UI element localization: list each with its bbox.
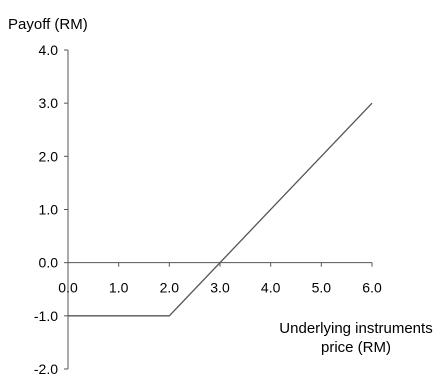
y-axis-ticks: 4.0 3.0 2.0 1.0 0.0 -1.0 -2.0 (34, 42, 68, 374)
y-tick-label: 4.0 (39, 42, 59, 58)
y-axis-label: Payoff (RM) (8, 16, 88, 33)
series-group (68, 102, 373, 317)
y-tick-label: 3.0 (39, 95, 59, 111)
x-axis-label-line-2: price (RM) (321, 339, 391, 356)
payoff-line (68, 102, 373, 317)
x-tick-label: 6.0 (362, 280, 382, 296)
x-tick-label: 3.0 (210, 280, 230, 296)
x-tick-label: 4.0 (261, 280, 281, 296)
y-tick-label: 1.0 (39, 202, 59, 218)
x-tick-label: 1.0 (109, 280, 129, 296)
x-tick-label: 5.0 (312, 280, 332, 296)
x-axis-label-line-1: Underlying instruments (279, 320, 432, 337)
y-tick-label: -2.0 (34, 361, 58, 374)
x-tick-label: 2.0 (160, 280, 180, 296)
y-tick-label: -1.0 (34, 308, 58, 324)
x-tick-label: 0.0 (58, 280, 78, 296)
y-tick-label: 0.0 (39, 255, 59, 271)
y-tick-label: 2.0 (39, 148, 59, 164)
x-axis-ticks: 0.0 1.0 2.0 3.0 4.0 5.0 6.0 (58, 262, 382, 296)
